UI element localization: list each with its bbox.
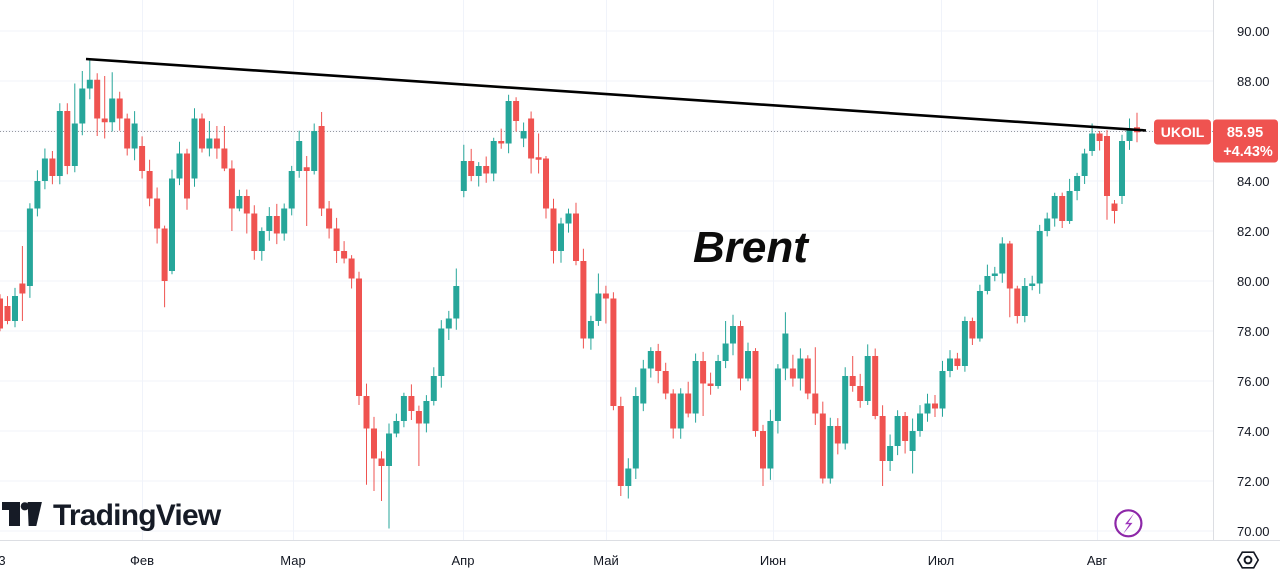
svg-text:Мар: Мар [280, 553, 305, 568]
svg-text:Май: Май [593, 553, 618, 568]
svg-text:88.00: 88.00 [1237, 74, 1270, 89]
svg-text:82.00: 82.00 [1237, 224, 1270, 239]
svg-text:Апр: Апр [452, 553, 475, 568]
svg-text:70.00: 70.00 [1237, 524, 1270, 539]
svg-text:Авг: Авг [1087, 553, 1108, 568]
svg-text:+4.43%: +4.43% [1223, 144, 1273, 160]
svg-text:90.00: 90.00 [1237, 24, 1270, 39]
svg-text:84.00: 84.00 [1237, 174, 1270, 189]
svg-text:74.00: 74.00 [1237, 424, 1270, 439]
svg-text:Brent: Brent [693, 223, 810, 272]
svg-text:TradingView: TradingView [53, 499, 222, 532]
svg-text:85.95: 85.95 [1227, 125, 1263, 141]
svg-text:72.00: 72.00 [1237, 474, 1270, 489]
svg-text:Июн: Июн [760, 553, 786, 568]
svg-text:80.00: 80.00 [1237, 274, 1270, 289]
svg-text:78.00: 78.00 [1237, 324, 1270, 339]
svg-text:3: 3 [0, 553, 6, 568]
svg-text:Фев: Фев [130, 553, 154, 568]
svg-text:76.00: 76.00 [1237, 374, 1270, 389]
svg-text:Июл: Июл [928, 553, 954, 568]
svg-text:UKOIL: UKOIL [1161, 124, 1205, 140]
